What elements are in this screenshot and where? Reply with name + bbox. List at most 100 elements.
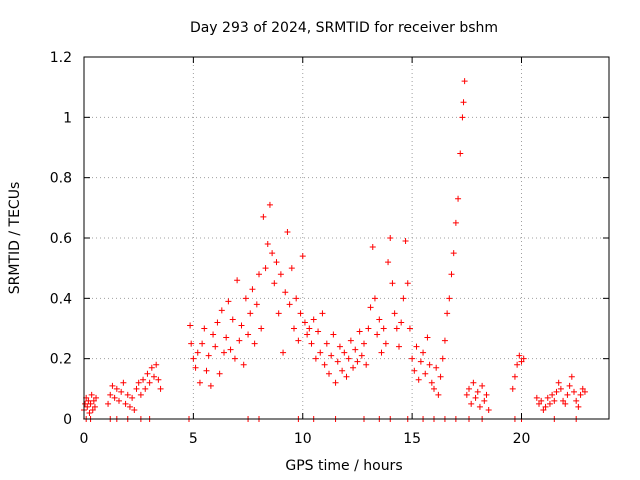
- data-point: [280, 349, 287, 356]
- data-point: [126, 403, 133, 410]
- data-point: [426, 361, 433, 368]
- data-point: [542, 403, 549, 410]
- data-point: [116, 397, 122, 404]
- data-point: [336, 343, 343, 350]
- data-point: [404, 280, 411, 287]
- data-point: [245, 331, 252, 338]
- data-point: [371, 295, 378, 302]
- data-point: [485, 406, 492, 413]
- data-point: [306, 325, 313, 332]
- data-point: [468, 400, 475, 407]
- data-point: [135, 379, 142, 386]
- data-point: [321, 361, 328, 368]
- data-point: [304, 331, 311, 338]
- data-point: [385, 259, 392, 266]
- data-point: [212, 343, 219, 350]
- data-point: [455, 195, 462, 202]
- data-point: [566, 382, 573, 389]
- data-point: [546, 400, 553, 407]
- data-point: [221, 349, 227, 356]
- data-point: [151, 373, 157, 380]
- data-point: [188, 340, 195, 347]
- y-tick-label: 0.6: [50, 231, 72, 247]
- data-point: [291, 325, 297, 332]
- data-point: [118, 388, 125, 395]
- data-point: [509, 385, 516, 392]
- data-point: [387, 235, 394, 241]
- data-point: [273, 259, 280, 266]
- data-points: [81, 78, 588, 422]
- data-point: [417, 358, 424, 365]
- data-point: [374, 331, 381, 338]
- data-point: [431, 385, 437, 392]
- data-point: [518, 358, 525, 365]
- data-point: [341, 349, 348, 356]
- data-point: [520, 355, 527, 362]
- y-tick-label: 0.4: [50, 291, 72, 307]
- data-point: [463, 391, 470, 398]
- data-point: [223, 334, 230, 341]
- data-point: [236, 337, 243, 344]
- data-point: [207, 382, 214, 389]
- data-point: [293, 295, 300, 302]
- data-point: [93, 394, 100, 401]
- data-point: [380, 325, 387, 332]
- data-point: [256, 271, 262, 278]
- data-point: [269, 250, 276, 257]
- data-point: [194, 349, 201, 356]
- data-point: [350, 364, 357, 371]
- data-point: [437, 373, 444, 380]
- data-point: [476, 403, 483, 410]
- data-point: [326, 370, 332, 377]
- data-point: [549, 391, 556, 398]
- data-point: [284, 228, 291, 235]
- data-point: [441, 337, 448, 344]
- data-point: [187, 322, 194, 329]
- data-point: [286, 301, 293, 308]
- chart-title: Day 293 of 2024, SRMTID for receiver bsh…: [190, 20, 498, 36]
- data-point: [192, 364, 199, 371]
- data-point: [533, 394, 540, 401]
- data-point: [544, 394, 551, 401]
- data-point: [120, 379, 127, 386]
- data-point: [428, 379, 435, 386]
- data-point: [264, 241, 271, 248]
- data-point: [474, 388, 481, 395]
- data-point: [229, 316, 236, 323]
- data-point: [472, 394, 479, 401]
- data-point: [328, 352, 335, 359]
- data-point: [249, 286, 256, 293]
- data-point: [460, 99, 467, 106]
- data-point: [354, 358, 361, 365]
- data-point: [361, 340, 367, 347]
- data-point: [562, 400, 569, 407]
- data-point: [551, 397, 558, 404]
- data-point: [347, 337, 354, 344]
- data-point: [282, 289, 289, 296]
- data-point: [301, 319, 308, 326]
- data-point: [196, 379, 203, 386]
- data-point: [89, 406, 96, 413]
- plot-border: [83, 56, 610, 420]
- data-point: [479, 382, 486, 389]
- data-point: [299, 253, 306, 260]
- data-point: [575, 403, 582, 410]
- data-point: [330, 331, 337, 338]
- data-point: [129, 394, 136, 401]
- data-point: [579, 385, 586, 392]
- data-point: [389, 280, 396, 287]
- data-point: [205, 352, 212, 359]
- data-point: [406, 325, 413, 332]
- data-point: [557, 385, 564, 392]
- data-point: [466, 385, 472, 392]
- data-point: [231, 355, 238, 362]
- data-point: [323, 340, 330, 347]
- data-point: [555, 379, 562, 386]
- data-point: [137, 391, 144, 398]
- data-point: [553, 388, 560, 395]
- data-point: [122, 400, 129, 407]
- data-point: [251, 340, 258, 347]
- data-point: [225, 298, 232, 305]
- data-point: [400, 295, 407, 302]
- x-tick-label: 0: [80, 431, 89, 447]
